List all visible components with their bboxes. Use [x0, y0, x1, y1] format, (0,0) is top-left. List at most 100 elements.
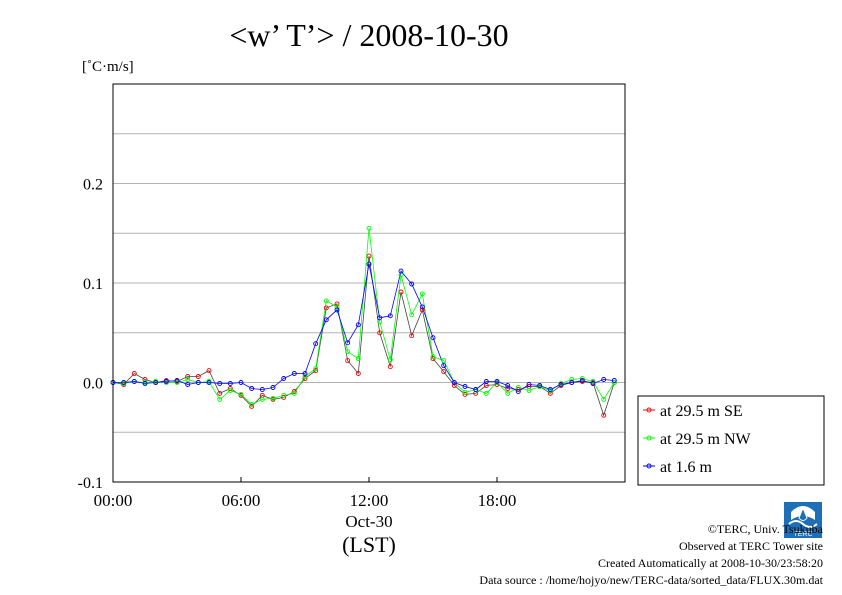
data-point [334, 301, 340, 307]
data-point [206, 368, 212, 374]
data-point [515, 389, 521, 394]
data-point [505, 386, 511, 391]
data-point [355, 356, 361, 362]
x-axis-label: (LST) [342, 532, 396, 557]
data-point [270, 395, 276, 401]
data-point [281, 392, 287, 398]
data-point [323, 317, 329, 323]
data-point [366, 261, 372, 267]
legend-label: at 29.5 m SE [660, 403, 743, 420]
data-point [206, 380, 212, 385]
data-point [291, 390, 297, 396]
data-point [131, 371, 137, 376]
data-point [345, 358, 351, 364]
data-point [569, 377, 575, 382]
data-point [377, 330, 383, 336]
data-point [409, 333, 415, 339]
x-tick-label: 12:00 [350, 491, 389, 510]
data-point [131, 379, 137, 384]
footer-source: Data source : /home/hojyo/new/TERC-data/… [479, 573, 823, 587]
data-point [270, 385, 276, 390]
data-point [526, 388, 532, 393]
y-tick-label: -0.1 [78, 475, 103, 492]
data-point [163, 379, 169, 384]
data-point [430, 335, 436, 341]
legend: at 29.5 m SE at 29.5 m NW at 1.6 m [643, 403, 752, 476]
data-point [334, 307, 340, 313]
x-tick-label: 18:00 [478, 491, 517, 510]
data-point [494, 379, 500, 384]
chart-title: <w’ T’> / 2008-10-30 [229, 17, 508, 53]
data-point [323, 298, 329, 304]
data-point [281, 394, 287, 400]
data-point [259, 387, 265, 392]
data-point [590, 381, 596, 386]
x-axis-date-label: Oct-30 [345, 512, 392, 531]
legend-swatch-marker [646, 407, 652, 413]
terc-logo-text: TERC [793, 531, 812, 538]
data-point [217, 381, 223, 386]
data-point [387, 313, 393, 319]
x-axis-ticks: 00:00 06:00 12:00 18:00 [94, 477, 517, 510]
data-point [302, 371, 308, 376]
data-point [547, 387, 553, 392]
data-point [313, 366, 319, 372]
data-point [473, 387, 479, 392]
data-point [249, 403, 255, 409]
data-point [558, 382, 564, 387]
x-tick-label: 06:00 [222, 491, 261, 510]
data-point [227, 381, 233, 386]
data-point [398, 289, 404, 295]
data-point [355, 371, 361, 376]
data-point [419, 304, 425, 310]
data-point [185, 382, 191, 387]
legend-label: at 1.6 m [660, 459, 713, 476]
data-point [291, 371, 297, 376]
data-point [441, 358, 447, 364]
data-point [483, 390, 489, 396]
data-point [430, 356, 436, 362]
data-point [313, 341, 319, 347]
legend-swatch-marker [646, 435, 652, 441]
data-point [217, 396, 223, 402]
footer-site: Observed at TERC Tower site [679, 539, 823, 553]
data-point [387, 364, 393, 370]
data-point [451, 383, 457, 388]
legend-label: at 29.5 m NW [660, 431, 752, 448]
data-point [601, 377, 607, 382]
data-point [409, 312, 415, 318]
plot-frame [112, 83, 626, 483]
data-point [302, 374, 308, 379]
data-point [526, 382, 532, 387]
footer-created: Created Automatically at 2008-10-30/23:5… [598, 556, 823, 570]
data-point [441, 369, 447, 375]
data-point [483, 379, 489, 384]
data-point [345, 340, 351, 346]
data-point [441, 363, 447, 369]
data-point [537, 383, 543, 388]
data-point [217, 390, 223, 396]
data-point [302, 376, 308, 381]
x-tick-label: 00:00 [94, 491, 133, 510]
data-point [419, 291, 425, 297]
data-point [579, 378, 585, 383]
data-point [601, 412, 607, 418]
data-point [249, 401, 255, 407]
data-point [355, 322, 361, 328]
data-point [366, 225, 372, 231]
data-point [195, 380, 201, 385]
data-point [334, 304, 340, 310]
data-point [121, 380, 127, 385]
y-tick-label: 0.1 [83, 276, 103, 293]
data-point [227, 386, 233, 391]
data-point [366, 253, 372, 259]
y-tick-label: 0.2 [83, 177, 103, 194]
y-axis-ticks: -0.1 0.0 0.1 0.2 [78, 177, 103, 493]
data-point [590, 379, 596, 384]
data-point [142, 381, 148, 386]
data-point [345, 349, 351, 355]
data-point [238, 391, 244, 397]
data-point [398, 268, 404, 274]
legend-swatch-marker [646, 463, 652, 469]
data-point [409, 281, 415, 287]
